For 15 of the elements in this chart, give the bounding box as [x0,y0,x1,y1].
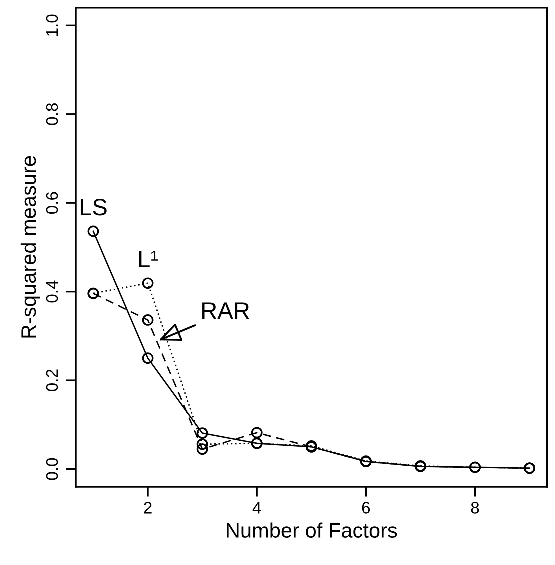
annotation: RAR [202,302,250,319]
y-tick-label: 0.2 [46,370,58,392]
y-tick-label: 1.0 [46,14,58,36]
y-tick-label: 0.8 [46,104,58,126]
y-tick-label: 0.0 [46,458,58,480]
x-tick-label: 6 [362,502,370,514]
annotation: LS [80,199,107,216]
x-tick-label: 8 [471,502,480,514]
y-tick-label: 0.4 [46,280,58,303]
y-tick-label: 0.6 [46,192,58,214]
y-axis-title: R-squared measure [20,156,40,338]
x-axis-title: Number of Factors [227,522,398,538]
x-tick-label: 2 [144,502,152,514]
annotation: L¹ [139,251,158,268]
x-tick-label: 4 [252,502,262,514]
